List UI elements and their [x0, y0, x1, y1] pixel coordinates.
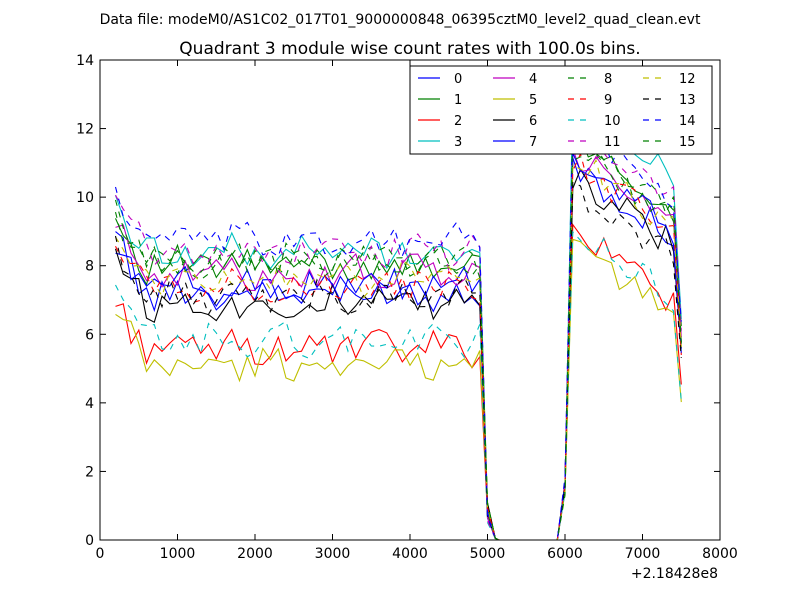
series-line-10 [115, 230, 682, 540]
y-tick-label: 4 [85, 396, 94, 412]
legend-label-14: 14 [679, 114, 696, 129]
x-offset-label: +2.18428e8 [631, 566, 718, 582]
plot-frame [99, 59, 721, 541]
legend-label-8: 8 [604, 72, 612, 87]
x-tick-label: 2000 [237, 546, 273, 562]
x-tick-label: 6000 [547, 546, 583, 562]
y-tick-label: 0 [85, 533, 94, 549]
legend-label-4: 4 [529, 72, 537, 87]
series-line-9 [115, 152, 682, 540]
legend-label-15: 15 [679, 135, 696, 150]
x-tick-label: 7000 [625, 546, 661, 562]
y-tick-label: 10 [76, 190, 94, 206]
series-line-13 [114, 181, 682, 540]
series-line-6 [114, 168, 682, 540]
legend-label-10: 10 [604, 114, 621, 129]
legend-label-5: 5 [529, 93, 537, 108]
x-tick-label: 4000 [392, 546, 428, 562]
figure-suptitle: Data file: modeM0/AS1C02_017T01_90000008… [100, 12, 701, 28]
series-line-0 [115, 157, 682, 540]
legend-label-2: 2 [454, 114, 462, 129]
legend-label-6: 6 [529, 114, 537, 129]
x-tick-label: 5000 [470, 546, 506, 562]
legend-label-1: 1 [454, 93, 462, 108]
axis-ticks: 0 1000 2000 3000 4000 5000 6000 7000 80000246810… [76, 53, 738, 562]
legend-label-13: 13 [679, 93, 696, 108]
x-tick-label: 1000 [160, 546, 196, 562]
y-tick-label: 2 [85, 464, 94, 480]
legend-label-9: 9 [604, 93, 612, 108]
x-tick-label: 0 [96, 546, 105, 562]
legend-label-3: 3 [454, 135, 462, 150]
y-tick-label: 6 [85, 327, 94, 343]
legend-label-11: 11 [604, 135, 621, 150]
legend-label-7: 7 [529, 135, 537, 150]
x-tick-label: 3000 [315, 546, 351, 562]
chart-title: Quadrant 3 module wise count rates with … [179, 39, 640, 59]
series-line-12 [115, 158, 682, 540]
legend-box [409, 65, 713, 155]
x-tick-label: 8000 [702, 546, 738, 562]
legend-label-12: 12 [679, 72, 696, 87]
y-tick-label: 12 [76, 122, 94, 138]
y-tick-label: 14 [76, 53, 94, 69]
y-tick-label: 8 [85, 259, 94, 275]
legend-label-0: 0 [454, 72, 462, 87]
series-line-2 [115, 222, 682, 540]
